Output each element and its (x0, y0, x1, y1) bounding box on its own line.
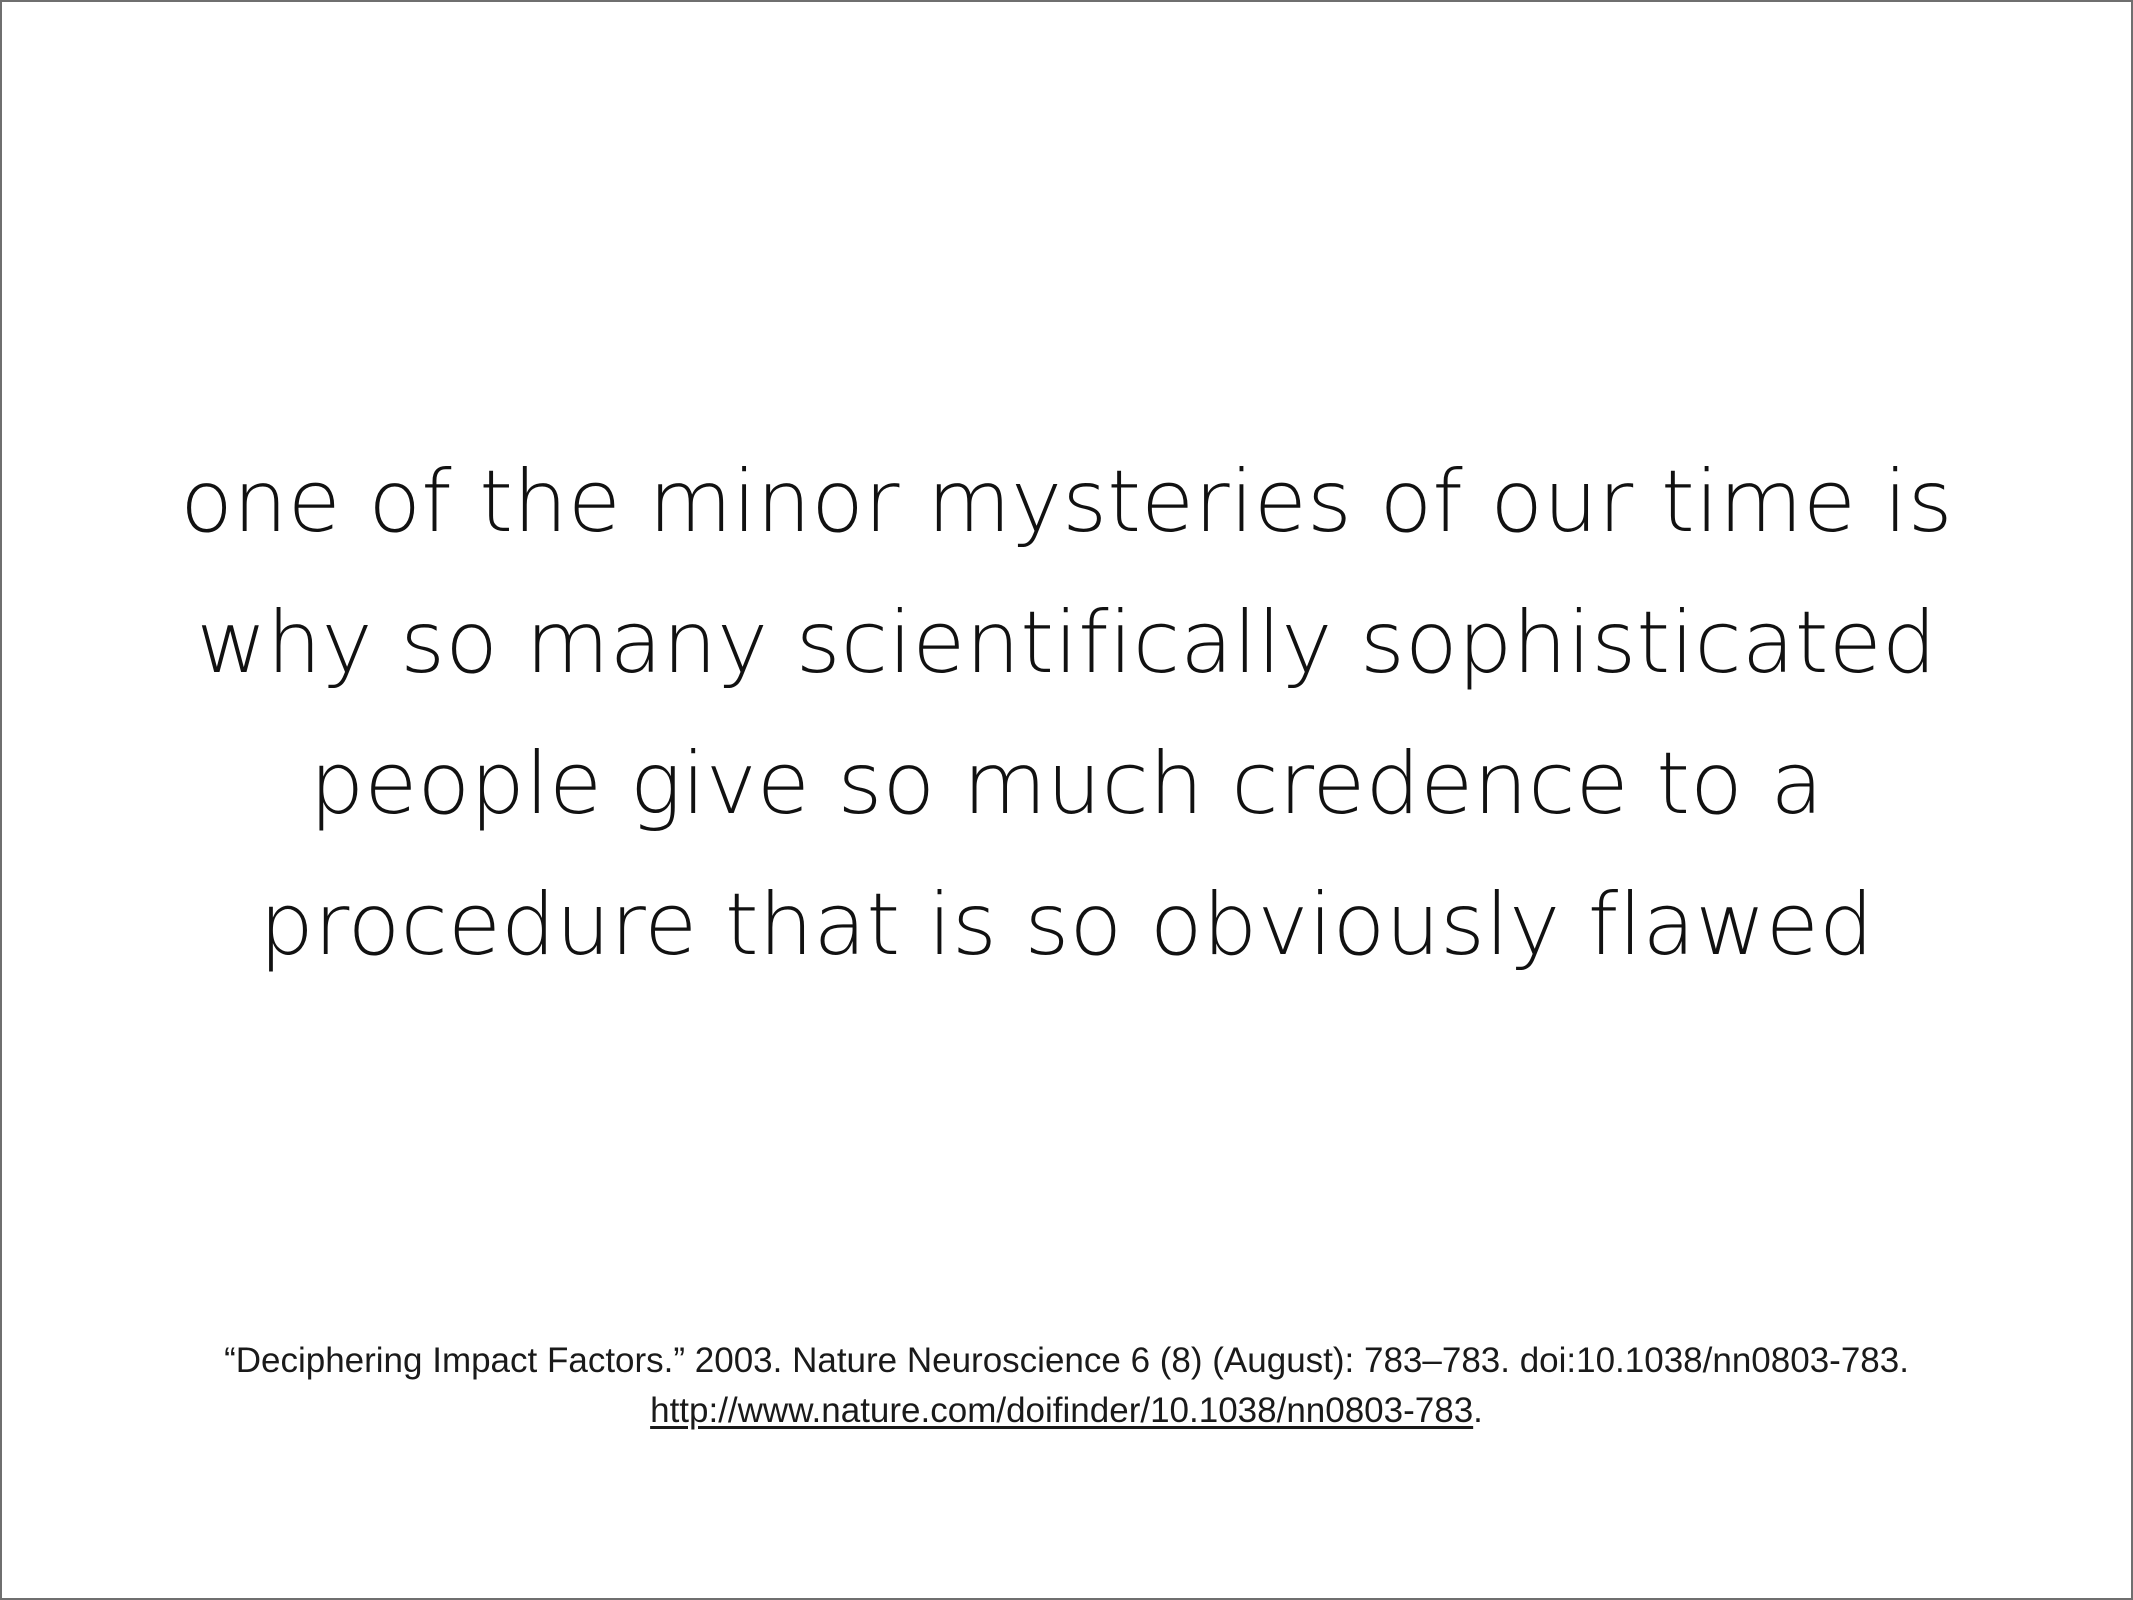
citation: “Deciphering Impact Factors.” 2003. Natu… (22, 1336, 2111, 1436)
quote-line-2: why so many scientifically sophisticated (196, 593, 1937, 693)
citation-link[interactable]: http://www.nature.com/doifinder/10.1038/… (650, 1391, 1474, 1430)
quote-line-3: people give so much credence to a (309, 734, 1824, 834)
citation-link-suffix: . (1473, 1391, 1483, 1430)
quote-line-1: one of the minor mysteries of our time i… (180, 452, 1953, 552)
quote-line-4: procedure that is so obviously flawed (259, 875, 1874, 975)
citation-link-line: http://www.nature.com/doifinder/10.1038/… (22, 1386, 2111, 1436)
quote-block: one of the minor mysteries of our time i… (62, 432, 2071, 996)
citation-reference: “Deciphering Impact Factors.” 2003. Natu… (224, 1341, 1909, 1380)
